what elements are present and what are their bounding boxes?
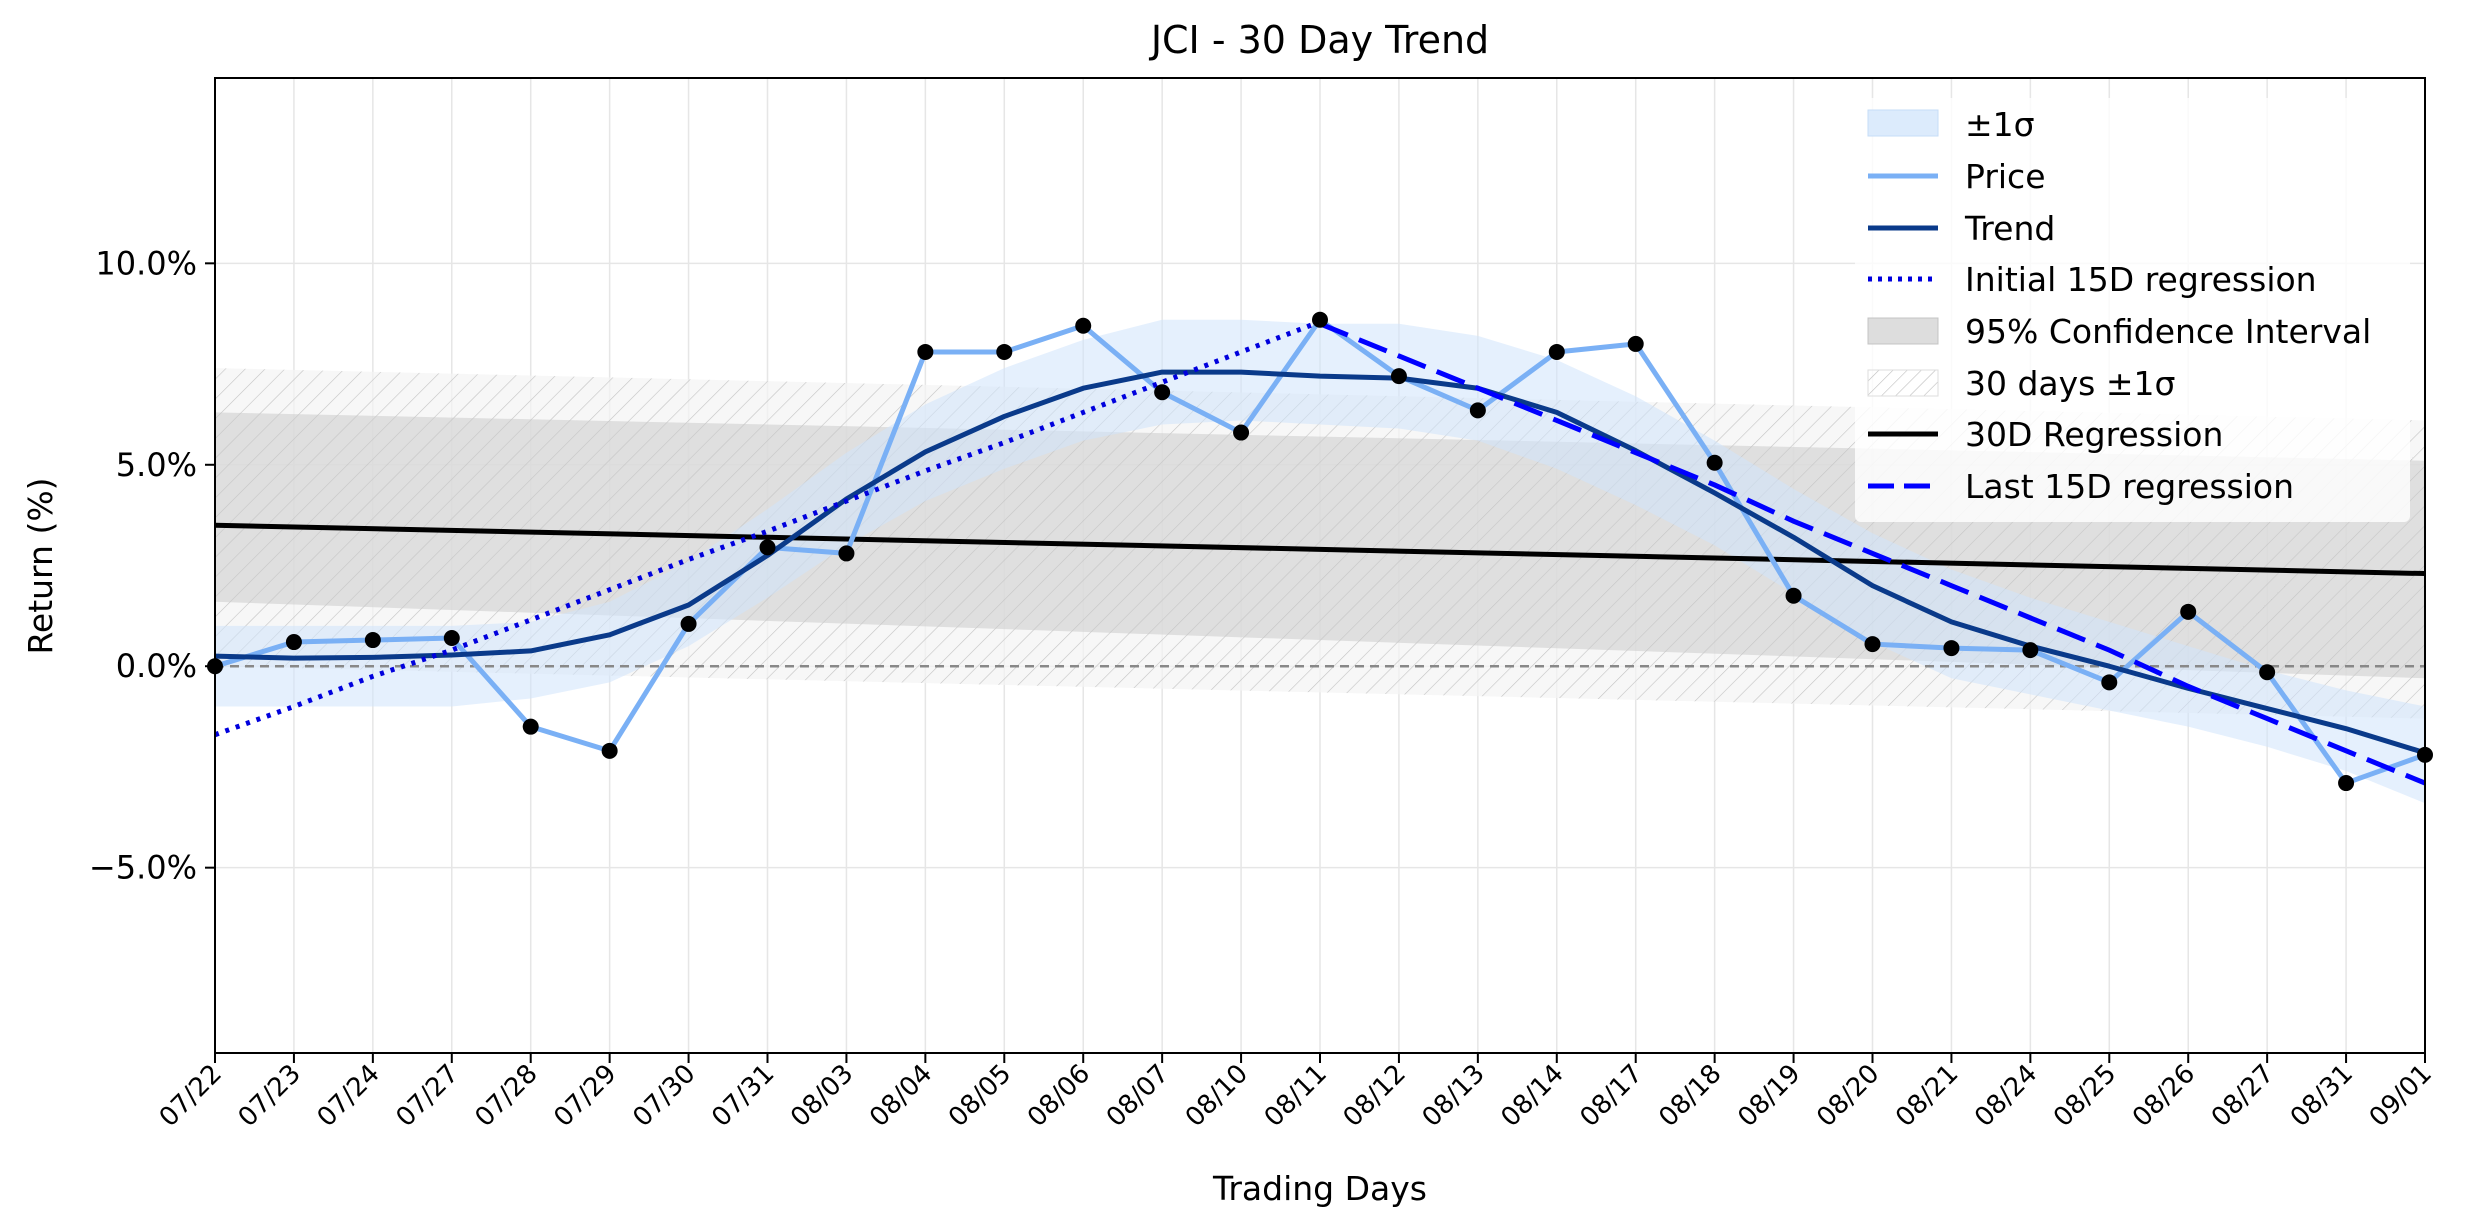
legend-label-initial-regression: Initial 15D regression	[1965, 260, 2317, 299]
x-tick-label: 08/19	[1732, 1059, 1806, 1133]
price-point	[1154, 384, 1171, 401]
legend-swatch-confidence-interval	[1867, 317, 1939, 345]
price-points	[207, 311, 2433, 792]
x-tick-label: 08/20	[1811, 1059, 1885, 1133]
price-point	[2101, 674, 2118, 691]
y-ticks: −5.0% 0.0% 5.0% 10.0%	[89, 244, 215, 887]
y-tick-label: 10.0%	[95, 244, 197, 282]
legend-label-30d-regression: 30D Regression	[1965, 415, 2223, 454]
x-tick-label: 08/26	[2127, 1059, 2201, 1133]
price-point	[917, 343, 934, 360]
price-point	[1390, 368, 1407, 385]
price-point	[1627, 335, 1644, 352]
x-tick-label: 08/03	[785, 1059, 859, 1133]
x-tick-label: 07/28	[469, 1059, 543, 1133]
price-point	[1706, 454, 1723, 471]
x-axis-label: Trading Days	[1212, 1169, 1427, 1208]
x-tick-label: 08/31	[2285, 1059, 2359, 1133]
price-point	[443, 630, 460, 647]
price-point	[1864, 636, 1881, 653]
price-point	[2022, 642, 2039, 659]
x-tick-label: 08/06	[1022, 1059, 1096, 1133]
price-point	[680, 615, 697, 632]
price-point	[2180, 603, 2197, 620]
price-point	[522, 718, 539, 735]
x-tick-label: 09/01	[2364, 1059, 2438, 1133]
x-tick-label: 08/04	[864, 1059, 938, 1133]
price-point	[1785, 587, 1802, 604]
legend-label-last-regression: Last 15D regression	[1965, 467, 2294, 506]
x-tick-label: 08/05	[943, 1059, 1017, 1133]
x-tick-label: 07/22	[154, 1059, 228, 1133]
price-point	[1548, 343, 1565, 360]
price-point	[1469, 402, 1486, 419]
price-point	[2338, 775, 2355, 792]
x-tick-label: 08/18	[1653, 1059, 1727, 1133]
x-tick-label: 08/27	[2206, 1059, 2280, 1133]
x-ticks: 07/22 07/23 07/24 07/27 07/28 07/29 07/30 07/31…	[154, 1053, 2438, 1133]
x-tick-label: 08/21	[1890, 1059, 1964, 1133]
price-point	[759, 539, 776, 556]
price-point	[1312, 311, 1328, 328]
legend-swatch-30d-sigma	[1867, 369, 1939, 397]
price-point	[838, 545, 855, 562]
chart-title: JCI - 30 Day Trend	[1149, 18, 1489, 62]
line-last-15d-regression	[1319, 321, 2425, 786]
price-point	[2259, 664, 2276, 681]
x-tick-label: 07/29	[548, 1059, 622, 1133]
legend: ±1σ Price Trend Initial 15D regression 9…	[1855, 98, 2410, 522]
price-point	[601, 742, 618, 759]
legend-label-price: Price	[1965, 157, 2046, 196]
legend-box	[1855, 98, 2410, 522]
x-tick-label: 07/31	[706, 1059, 780, 1133]
price-point	[285, 634, 302, 651]
legend-label-confidence-interval: 95% Confidence Interval	[1965, 312, 2371, 351]
line-initial-15d-regression	[215, 319, 1321, 738]
price-point	[1943, 640, 1960, 657]
legend-label-sigma-band: ±1σ	[1965, 105, 2035, 144]
line-trend	[215, 369, 2425, 756]
legend-label-30d-sigma: 30 days ±1σ	[1965, 364, 2175, 403]
x-tick-label: 08/24	[1969, 1059, 2043, 1133]
y-axis-label: Return (%)	[21, 477, 60, 654]
x-tick-label: 08/25	[2048, 1059, 2122, 1133]
legend-label-trend: Trend	[1964, 209, 2055, 248]
price-point	[364, 632, 381, 649]
band-sigma	[215, 319, 2425, 804]
x-tick-label: 07/30	[627, 1059, 701, 1133]
x-tick-label: 08/17	[1574, 1059, 1648, 1133]
x-tick-label: 08/10	[1180, 1059, 1254, 1133]
x-tick-label: 08/11	[1259, 1059, 1333, 1133]
x-tick-label: 08/13	[1417, 1059, 1491, 1133]
x-tick-label: 08/12	[1338, 1059, 1412, 1133]
legend-swatch-sigma-band	[1867, 109, 1939, 137]
x-tick-label: 07/27	[391, 1059, 465, 1133]
price-point	[1075, 317, 1092, 334]
price-point	[996, 343, 1013, 360]
y-tick-label: −5.0%	[89, 849, 197, 887]
y-tick-label: 0.0%	[116, 647, 197, 685]
x-tick-label: 08/07	[1101, 1059, 1175, 1133]
line-30d-regression	[215, 522, 2425, 577]
x-tick-label: 07/23	[233, 1059, 307, 1133]
price-point	[1233, 424, 1250, 441]
x-tick-label: 07/24	[312, 1059, 386, 1133]
y-tick-label: 5.0%	[116, 446, 197, 484]
x-tick-label: 08/14	[1496, 1059, 1570, 1133]
